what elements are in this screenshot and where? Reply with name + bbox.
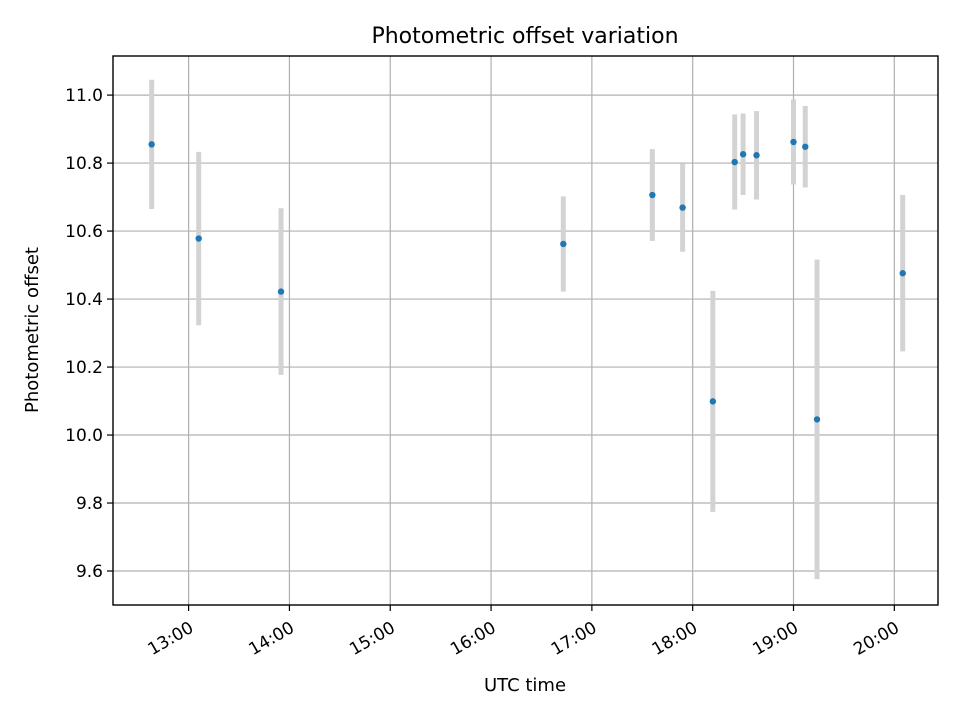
data-point xyxy=(709,398,717,405)
data-point xyxy=(899,270,906,277)
data-point xyxy=(277,288,285,295)
y-tick-label: 10.2 xyxy=(65,358,103,378)
chart-title: Photometric offset variation xyxy=(371,24,678,49)
plot-frame xyxy=(112,55,939,606)
y-axis-label: Photometric offset xyxy=(22,247,43,413)
y-tick-label: 10.4 xyxy=(65,290,103,310)
grid xyxy=(113,56,938,605)
data-point xyxy=(802,143,809,150)
data-point xyxy=(790,138,797,146)
data-point xyxy=(739,151,747,158)
x-axis-label: UTC time xyxy=(484,675,566,696)
data-points xyxy=(148,138,906,423)
data-point xyxy=(731,158,738,166)
data-point xyxy=(753,152,760,159)
y-axis-ticks: 9.6 9.8 10.0 10.2 10.4 10.6 10.8 11.0 xyxy=(65,86,113,582)
data-point xyxy=(148,141,155,148)
y-tick-label: 11.0 xyxy=(65,86,103,106)
y-tick-label: 9.8 xyxy=(76,494,103,514)
data-point xyxy=(813,416,821,423)
data-point xyxy=(560,240,567,248)
data-point xyxy=(679,204,686,211)
data-point xyxy=(195,235,202,242)
y-tick-label: 10.8 xyxy=(65,154,103,174)
data-point xyxy=(649,191,656,199)
y-tick-label: 10.0 xyxy=(65,426,103,446)
y-tick-label: 10.6 xyxy=(65,222,103,242)
y-tick-label: 9.6 xyxy=(76,562,103,582)
